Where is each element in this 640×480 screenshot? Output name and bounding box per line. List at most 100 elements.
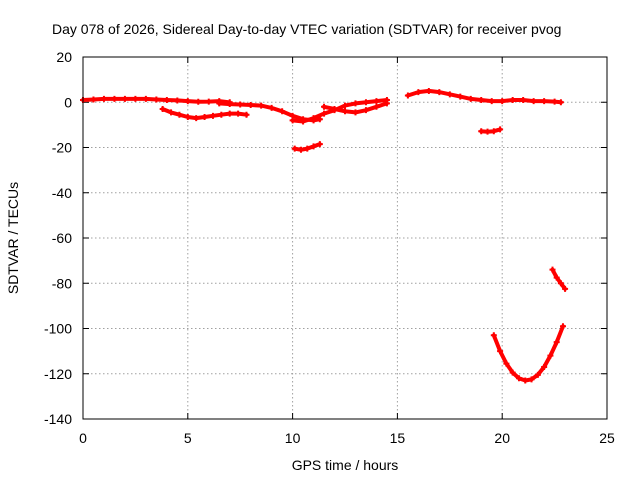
data-point [551, 98, 558, 105]
series-band [479, 127, 503, 134]
series-arc-7 [404, 87, 564, 106]
chart-title: Day 078 of 2026, Sidereal Day-to-day VTE… [52, 21, 561, 37]
y-tick-label: -100 [44, 321, 72, 337]
plot-frame [82, 56, 608, 420]
series-arc-8 [478, 126, 504, 135]
data-point [184, 98, 191, 105]
x-axis-label: GPS time / hours [292, 457, 399, 473]
data-point [553, 274, 560, 281]
data-point [499, 98, 506, 105]
series-band [550, 267, 568, 291]
y-tick-label: -60 [52, 230, 72, 246]
y-tick-label: 20 [56, 49, 72, 65]
y-tick-label: -80 [52, 275, 72, 291]
data-point [216, 100, 223, 107]
x-tick-label: 10 [285, 430, 301, 446]
data-point [247, 101, 254, 108]
data-point [205, 98, 212, 105]
data-point [310, 115, 317, 122]
data-point [321, 103, 328, 110]
y-tick-label: 0 [64, 94, 72, 110]
series-arc-2 [159, 106, 250, 122]
data-point [342, 108, 348, 115]
data-point [515, 375, 522, 382]
tick-labels: 20 0 -20 -40 -60 -80 -100 -120 -140 0 5 10 15 20 25 [44, 49, 615, 446]
data-point [478, 128, 485, 135]
data-point [425, 87, 432, 94]
data-point [497, 126, 504, 133]
data-point [226, 110, 233, 117]
data-point [235, 110, 242, 117]
data-point [415, 89, 422, 96]
series-arc-10 [549, 266, 569, 292]
data-point [530, 98, 537, 105]
data-point [557, 99, 564, 106]
data-point [218, 111, 225, 118]
data-point [176, 111, 183, 118]
y-tick-label: -40 [52, 185, 72, 201]
data-point [291, 145, 298, 152]
y-axis-label: SDTVAR / TECUs [5, 182, 21, 294]
data-point [478, 96, 485, 103]
data-point [184, 113, 191, 120]
data-point [404, 92, 411, 99]
x-tick-label: 25 [599, 430, 615, 446]
data-point [509, 369, 516, 376]
data-point [310, 143, 317, 150]
series-arc-9 [490, 323, 566, 384]
data-point [547, 352, 554, 359]
data-point [209, 112, 216, 119]
data-point [168, 109, 175, 116]
data-point [193, 115, 200, 122]
data-point [142, 95, 149, 102]
data-point [289, 117, 296, 124]
data-point [243, 111, 250, 118]
data-point [503, 360, 510, 367]
data-point [557, 280, 564, 287]
data-point [562, 285, 569, 292]
data-point [297, 146, 304, 153]
data-point [497, 348, 504, 355]
series-arc-6 [321, 100, 390, 116]
data-point [541, 98, 548, 105]
data-point [534, 371, 541, 378]
data-point [201, 113, 208, 120]
data-point [237, 101, 244, 108]
data-point [100, 95, 107, 102]
data-point [559, 323, 566, 330]
data-point [316, 141, 323, 148]
y-tick-label: -20 [52, 140, 72, 156]
data-point [522, 377, 529, 384]
data-point [362, 99, 369, 106]
y-tick-label: -120 [44, 366, 72, 382]
series-band [491, 324, 565, 383]
data-point [490, 332, 497, 339]
data-point [153, 96, 160, 103]
data-point [163, 96, 170, 103]
data-point [321, 110, 328, 117]
data-point [279, 108, 286, 115]
data-point [132, 95, 139, 102]
series-arc-4 [291, 141, 323, 153]
data-point [373, 98, 380, 105]
series-band [290, 98, 389, 124]
data-point [195, 98, 202, 105]
data-point [331, 106, 338, 113]
data-point [383, 100, 390, 107]
data-point [509, 96, 516, 103]
data-point [484, 128, 491, 135]
data-point [436, 89, 443, 96]
data-point [226, 101, 233, 108]
data-point [549, 266, 556, 273]
y-tick-label: -140 [44, 411, 72, 427]
x-tick-label: 20 [494, 430, 510, 446]
data-point [352, 109, 359, 116]
x-tick-label: 15 [390, 430, 406, 446]
data-point [159, 106, 166, 113]
data-point [268, 104, 275, 111]
data-point [352, 100, 359, 107]
data-point [446, 91, 453, 98]
data-point [553, 339, 560, 346]
